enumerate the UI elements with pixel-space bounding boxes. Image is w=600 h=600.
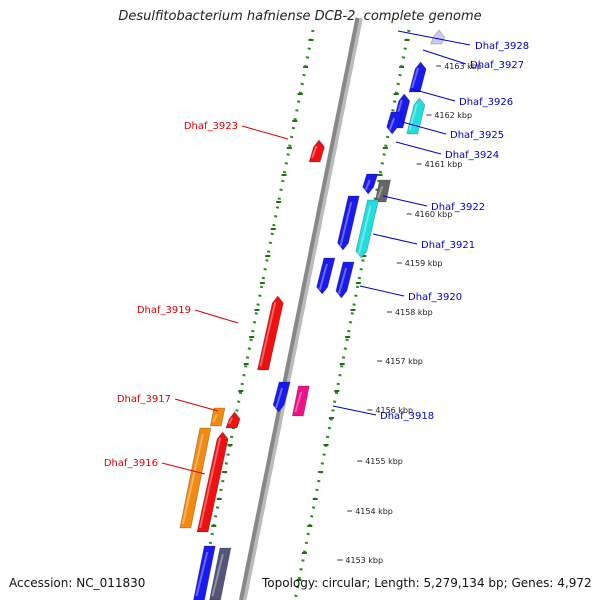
gene-highlight bbox=[364, 179, 371, 191]
gene-highlight bbox=[411, 67, 420, 89]
gene-feature-2[interactable] bbox=[408, 61, 427, 93]
gene-leader-line bbox=[161, 462, 206, 475]
gene-highlight bbox=[377, 185, 384, 199]
gene-highlight bbox=[195, 551, 209, 597]
gene-leader-line bbox=[174, 398, 219, 412]
gene-highlight bbox=[275, 387, 284, 409]
scale-tick-label: 4162 kbp bbox=[434, 111, 472, 120]
gene-label-dhaf-3919[interactable]: Dhaf_3919 bbox=[137, 305, 191, 316]
gene-label-dhaf-3916[interactable]: Dhaf_3916 bbox=[104, 458, 158, 469]
reverse-strand-track bbox=[197, 29, 315, 600]
gene-feature-11[interactable] bbox=[335, 261, 355, 299]
gene-feature-17[interactable] bbox=[225, 411, 241, 429]
scale-tick-label: 4160 kbp bbox=[415, 210, 453, 219]
gene-label-dhaf-3918[interactable]: Dhaf_3918 bbox=[380, 411, 434, 422]
accession-text: Accession: NC_011830 bbox=[9, 576, 146, 590]
gene-highlight bbox=[181, 433, 204, 525]
gene-leader-line bbox=[332, 405, 377, 416]
gene-highlight bbox=[228, 417, 233, 425]
gene-feature-21[interactable] bbox=[209, 547, 232, 600]
gene-highlight bbox=[211, 553, 224, 597]
gene-label-dhaf-3928[interactable]: Dhaf_3928 bbox=[475, 41, 529, 52]
gene-label-dhaf-3922[interactable]: Dhaf_3922 bbox=[431, 202, 485, 213]
gene-feature-9[interactable] bbox=[355, 199, 380, 259]
gene-highlight bbox=[408, 103, 418, 131]
gene-label-dhaf-3926[interactable]: Dhaf_3926 bbox=[459, 97, 513, 108]
scale-tick-label: 4161 kbp bbox=[425, 160, 463, 169]
gene-feature-20[interactable] bbox=[193, 545, 216, 600]
gene-feature-12[interactable] bbox=[272, 381, 291, 413]
gene-leader-line bbox=[194, 309, 239, 324]
gene-highlight bbox=[199, 437, 222, 529]
gene-highlight bbox=[388, 117, 396, 131]
gene-leader-line bbox=[382, 195, 428, 207]
gene-highlight bbox=[212, 413, 218, 423]
gene-feature-4[interactable] bbox=[386, 111, 403, 135]
scale-tick-label: 4159 kbp bbox=[405, 259, 443, 268]
gene-label-dhaf-3920[interactable]: Dhaf_3920 bbox=[408, 292, 462, 303]
gene-leader-line bbox=[422, 49, 467, 65]
scale-tick-label: 4154 kbp bbox=[355, 507, 393, 516]
gene-highlight bbox=[311, 145, 318, 159]
gene-highlight bbox=[357, 205, 372, 255]
gene-feature-16[interactable] bbox=[209, 407, 226, 427]
scale-tick-label: 4163 kbp bbox=[444, 62, 482, 71]
gene-leader-line bbox=[411, 88, 456, 102]
gene-highlight bbox=[339, 201, 353, 247]
gene-label-layer: Dhaf_3928 Dhaf_3927 Dhaf_3926 Dhaf_3925 Dhaf… bbox=[104, 30, 529, 475]
gene-highlight bbox=[318, 263, 328, 291]
gene-label-dhaf-3917[interactable]: Dhaf_3917 bbox=[117, 394, 171, 405]
gene-leader-line bbox=[359, 285, 405, 297]
gene-feature-10[interactable] bbox=[316, 257, 336, 295]
scale-tick-label: 4156 kbp bbox=[375, 406, 413, 415]
gene-leader-line bbox=[372, 233, 418, 245]
page-title: Desulfitobacterium hafniense DCB-2, comp… bbox=[118, 9, 482, 24]
gene-label-dhaf-3927[interactable]: Dhaf_3927 bbox=[470, 60, 524, 71]
scale-tick-label: 4153 kbp bbox=[345, 556, 383, 565]
gene-feature-19[interactable] bbox=[196, 431, 229, 533]
scale-tick-layer: 4163 kbp 4162 kbp 4161 kbp 4160 kbp 4159 kbp… bbox=[337, 62, 482, 565]
gene-label-dhaf-3923[interactable]: Dhaf_3923 bbox=[184, 121, 238, 132]
gene-feature-6[interactable] bbox=[362, 173, 379, 195]
gene-leader-line bbox=[397, 30, 471, 46]
gene-feature-1[interactable] bbox=[430, 29, 445, 45]
gene-label-dhaf-3924[interactable]: Dhaf_3924 bbox=[445, 150, 499, 161]
gene-highlight bbox=[337, 267, 348, 295]
gene-layer bbox=[179, 29, 445, 600]
gene-feature-15[interactable] bbox=[257, 295, 284, 371]
gene-feature-7[interactable] bbox=[374, 179, 391, 203]
gene-leader-line bbox=[401, 121, 447, 135]
scale-tick-label: 4158 kbp bbox=[395, 308, 433, 317]
gene-feature-8[interactable] bbox=[337, 195, 360, 251]
topology-summary: Topology: circular; Length: 5,279,134 bp… bbox=[262, 576, 592, 590]
gene-label-dhaf-3921[interactable]: Dhaf_3921 bbox=[421, 240, 475, 251]
gene-label-dhaf-3925[interactable]: Dhaf_3925 bbox=[450, 130, 504, 141]
gene-leader-line bbox=[395, 141, 442, 155]
gene-feature-13[interactable] bbox=[291, 385, 310, 417]
gene-feature-18[interactable] bbox=[179, 427, 212, 529]
gene-highlight bbox=[294, 391, 303, 413]
genome-backbone bbox=[239, 17, 360, 600]
scale-tick-label: 4157 kbp bbox=[385, 357, 423, 366]
gene-highlight bbox=[259, 301, 277, 367]
scale-tick-label: 4155 kbp bbox=[365, 457, 403, 466]
gene-leader-line bbox=[241, 125, 289, 140]
gene-feature-14[interactable] bbox=[308, 139, 325, 163]
